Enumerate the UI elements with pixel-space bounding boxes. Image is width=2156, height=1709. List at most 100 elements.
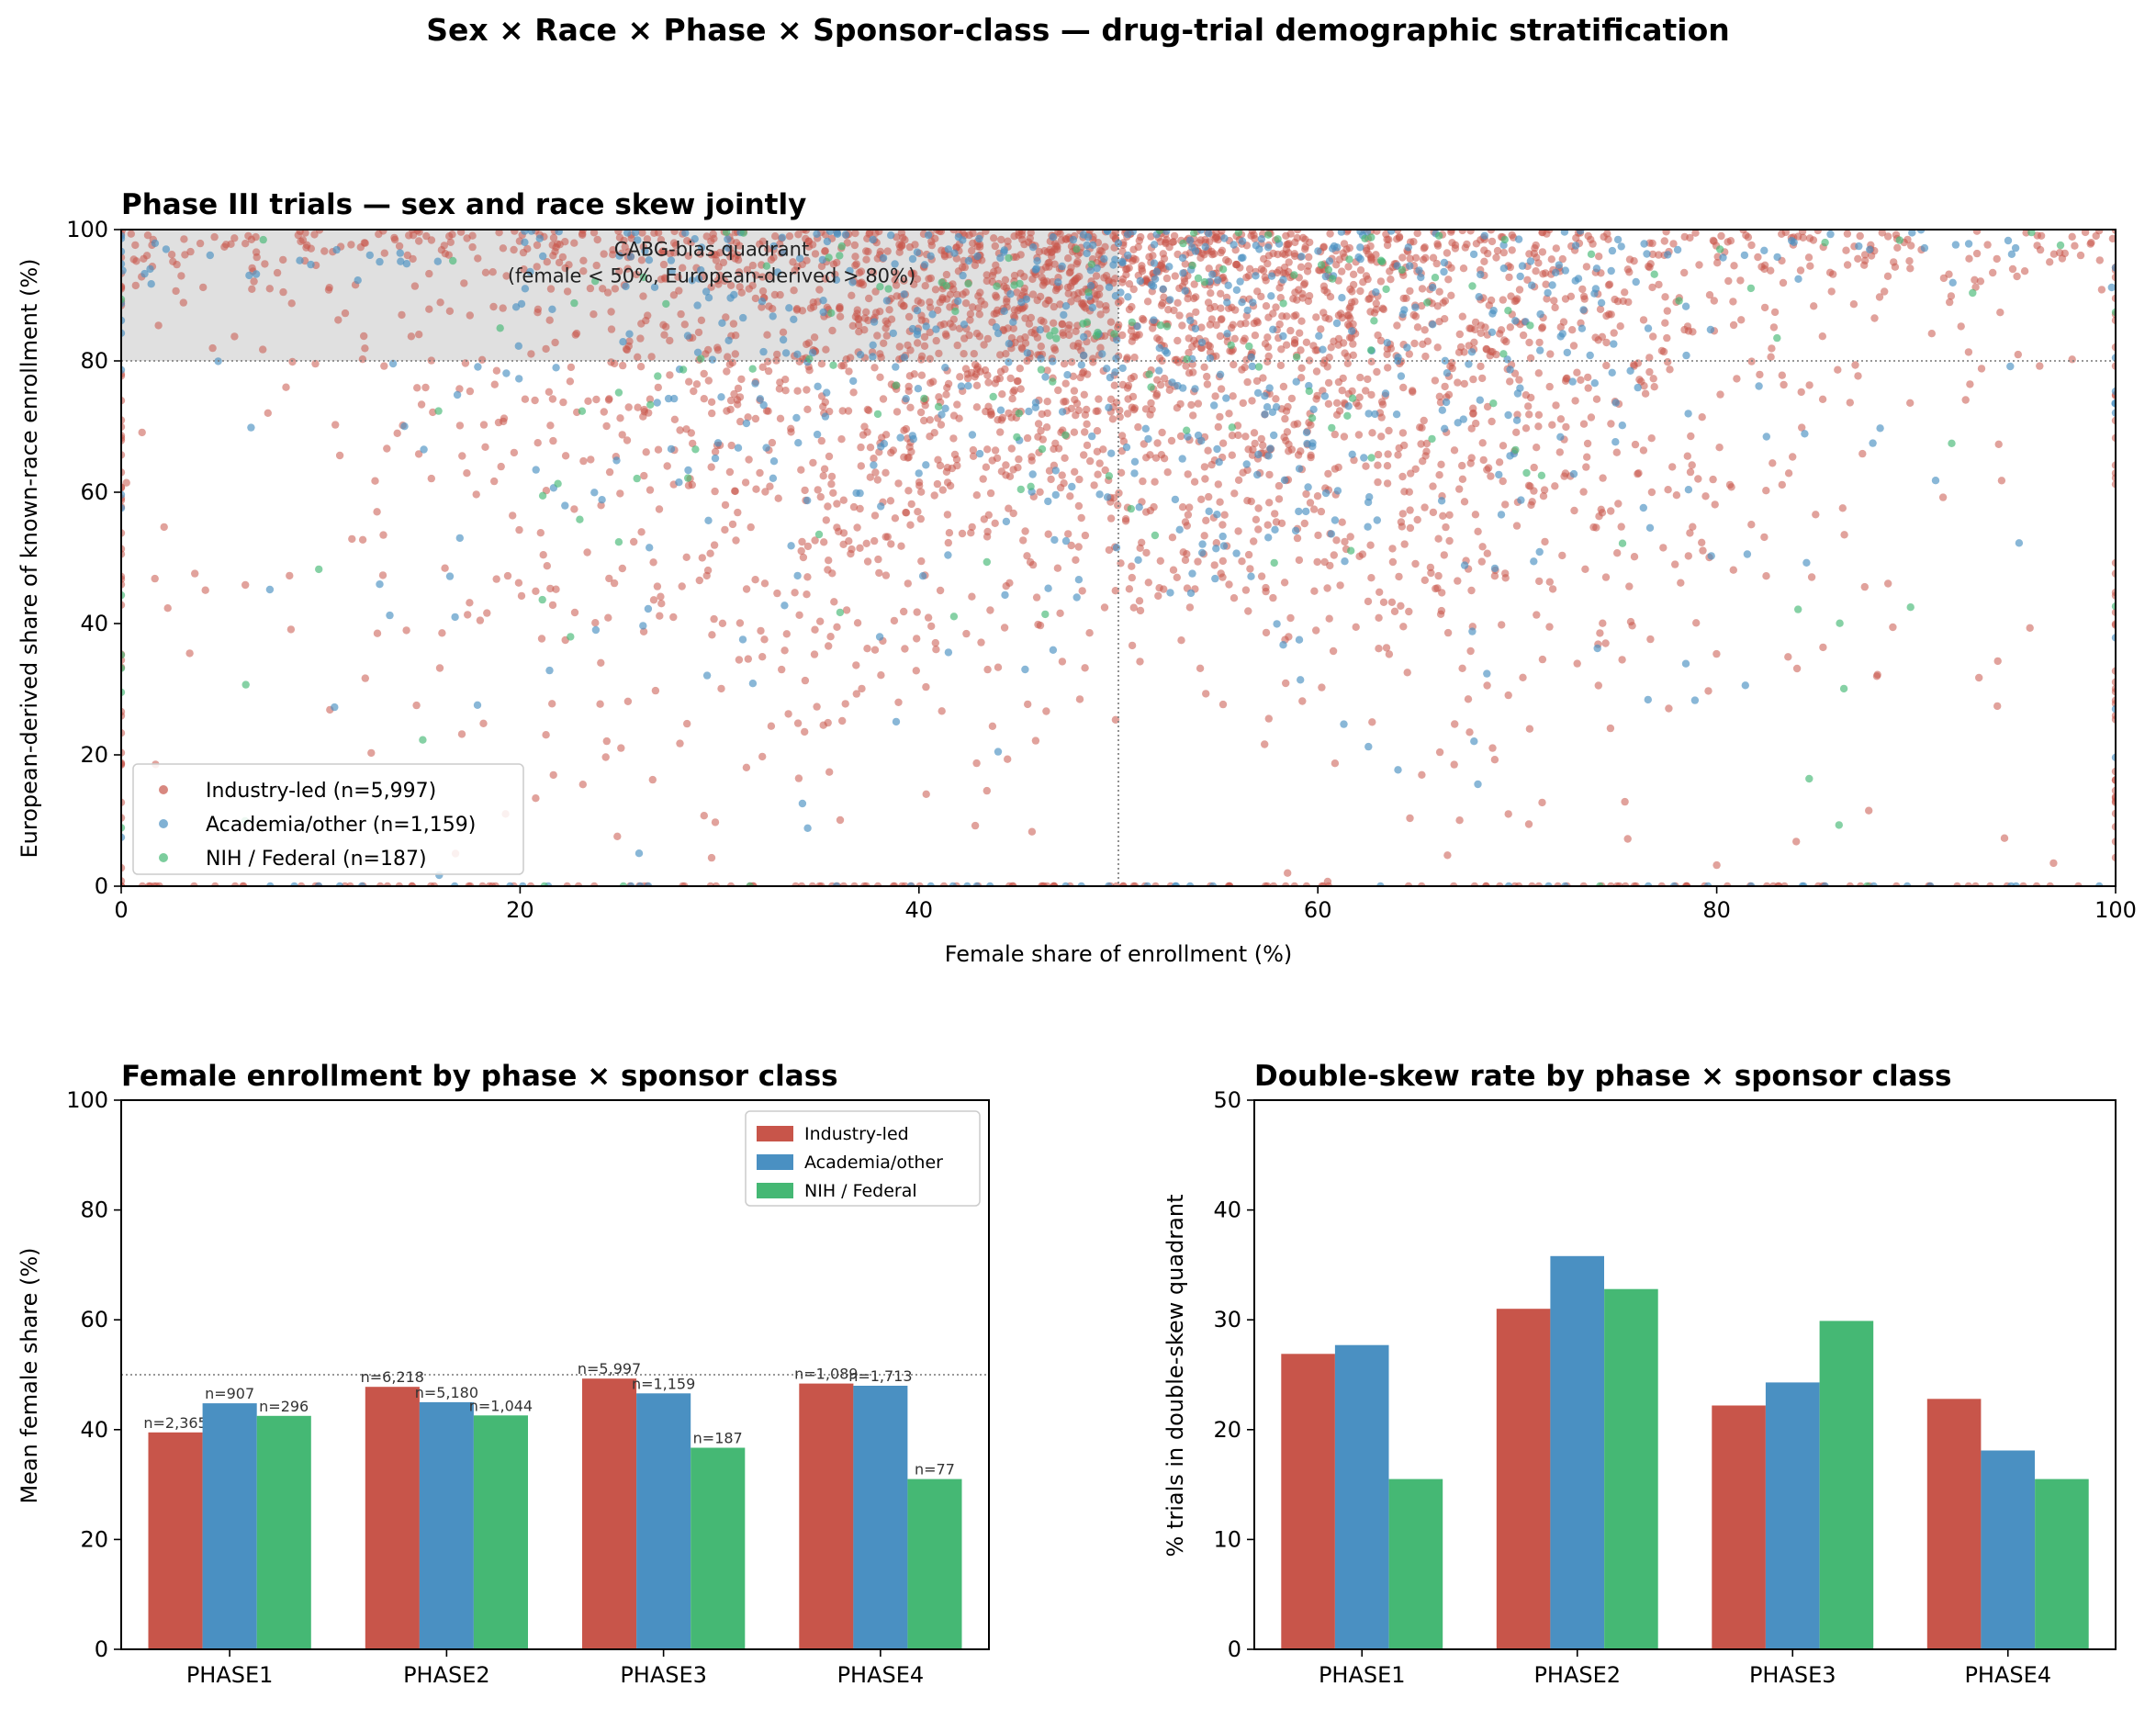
scatter-point — [776, 290, 784, 299]
scatter-point — [579, 456, 588, 466]
scatter-point — [1263, 259, 1272, 268]
scatter-point — [1242, 273, 1251, 282]
scatter-point — [1286, 326, 1295, 335]
scatter-point — [1154, 591, 1162, 601]
scatter-point — [1675, 297, 1683, 305]
scatter-point — [140, 254, 148, 263]
scatter-point — [1510, 297, 1519, 306]
scatter-point — [1321, 489, 1331, 498]
scatter-point — [1709, 475, 1717, 484]
scatter-point — [1740, 251, 1749, 260]
scatter-point — [901, 645, 909, 653]
scatter-point — [1024, 700, 1032, 709]
scatter-point — [1251, 332, 1260, 340]
scatter-point — [1323, 877, 1332, 886]
scatter-point — [241, 240, 250, 248]
bar-phase3-academia — [1765, 1382, 1820, 1649]
scatter-point — [614, 388, 623, 397]
scatter-point — [1488, 237, 1497, 246]
scatter-point — [1194, 431, 1203, 440]
scatter-point — [1540, 486, 1549, 494]
scatter-point — [757, 626, 765, 635]
scatter-point — [1525, 338, 1533, 347]
scatter-point — [887, 540, 895, 548]
scatter-point — [545, 316, 554, 324]
scatter-point — [2111, 809, 2116, 818]
scatter-point — [1103, 230, 1111, 235]
scatter-point — [654, 372, 662, 380]
scatter-point — [1447, 230, 1455, 236]
scatter-point — [1826, 230, 1835, 239]
scatter-point — [925, 275, 933, 283]
scatter-point — [1202, 516, 1210, 524]
scatter-point — [1078, 287, 1087, 297]
scatter-point — [1109, 261, 1117, 269]
scatter-point — [708, 355, 717, 364]
scatter-point — [1477, 362, 1485, 371]
scatter-point — [1989, 268, 1997, 277]
scatter-point — [1124, 381, 1133, 390]
scatter-point — [944, 245, 953, 253]
scatter-point — [1821, 882, 1829, 886]
scatter-point — [1545, 382, 1554, 391]
y-tick-label: 20 — [80, 1526, 108, 1552]
scatter-point — [1230, 241, 1238, 249]
scatter-point — [862, 539, 870, 547]
scatter-point — [1410, 339, 1419, 348]
scatter-point — [1684, 552, 1693, 560]
scatter-point — [997, 467, 1006, 476]
scatter-point — [1663, 307, 1672, 315]
scatter-point — [1185, 348, 1193, 357]
scatter-point — [1067, 298, 1075, 306]
scatter-point — [1005, 579, 1014, 587]
scatter-point — [1460, 498, 1469, 506]
scatter-point — [1712, 649, 1721, 658]
scatter-point — [1458, 664, 1466, 672]
scatter-point — [1778, 371, 1787, 379]
scatter-point — [533, 241, 542, 250]
scatter-point — [1053, 564, 1062, 572]
scatter-point — [1784, 653, 1792, 661]
scatter-point — [1254, 525, 1263, 534]
scatter-point — [1762, 572, 1770, 580]
scatter-point — [1217, 248, 1225, 257]
scatter-point — [1297, 263, 1306, 271]
scatter-point — [2111, 620, 2116, 628]
scatter-point — [1086, 266, 1095, 275]
scatter-point — [1706, 325, 1715, 334]
scatter-point — [1264, 252, 1274, 260]
scatter-point — [670, 394, 679, 403]
scatter-point — [1538, 323, 1547, 332]
scatter-point — [1130, 404, 1140, 412]
scatter-point — [876, 308, 884, 316]
scatter-point — [990, 234, 998, 242]
scatter-point — [1139, 477, 1147, 486]
scatter-point — [1296, 329, 1304, 337]
scatter-point — [1207, 315, 1217, 323]
scatter-point — [854, 314, 862, 322]
scatter-point — [1298, 289, 1307, 298]
scatter-point — [1160, 374, 1169, 383]
scatter-point — [922, 461, 930, 469]
scatter-point — [567, 363, 576, 372]
scatter-point — [1502, 337, 1510, 346]
scatter-point — [1252, 242, 1261, 250]
scatter-point — [1293, 353, 1301, 362]
legend-swatch-nih — [757, 1183, 793, 1198]
scatter-point — [1578, 324, 1587, 332]
scatter-point — [1081, 428, 1089, 436]
scatter-point — [1436, 399, 1445, 407]
scatter-point — [617, 744, 625, 752]
scatter-point — [836, 815, 845, 825]
scatter-point — [1348, 327, 1356, 335]
scatter-point — [1275, 266, 1284, 275]
scatter-point — [466, 599, 474, 607]
scatter-point — [696, 250, 704, 258]
scatter-point — [1261, 740, 1269, 748]
scatter-point — [614, 538, 623, 546]
scatter-point — [1433, 343, 1442, 352]
scatter-point — [1611, 438, 1620, 446]
scatter-point — [791, 589, 799, 597]
scatter-point — [1111, 292, 1120, 300]
scatter-point — [1326, 230, 1334, 238]
